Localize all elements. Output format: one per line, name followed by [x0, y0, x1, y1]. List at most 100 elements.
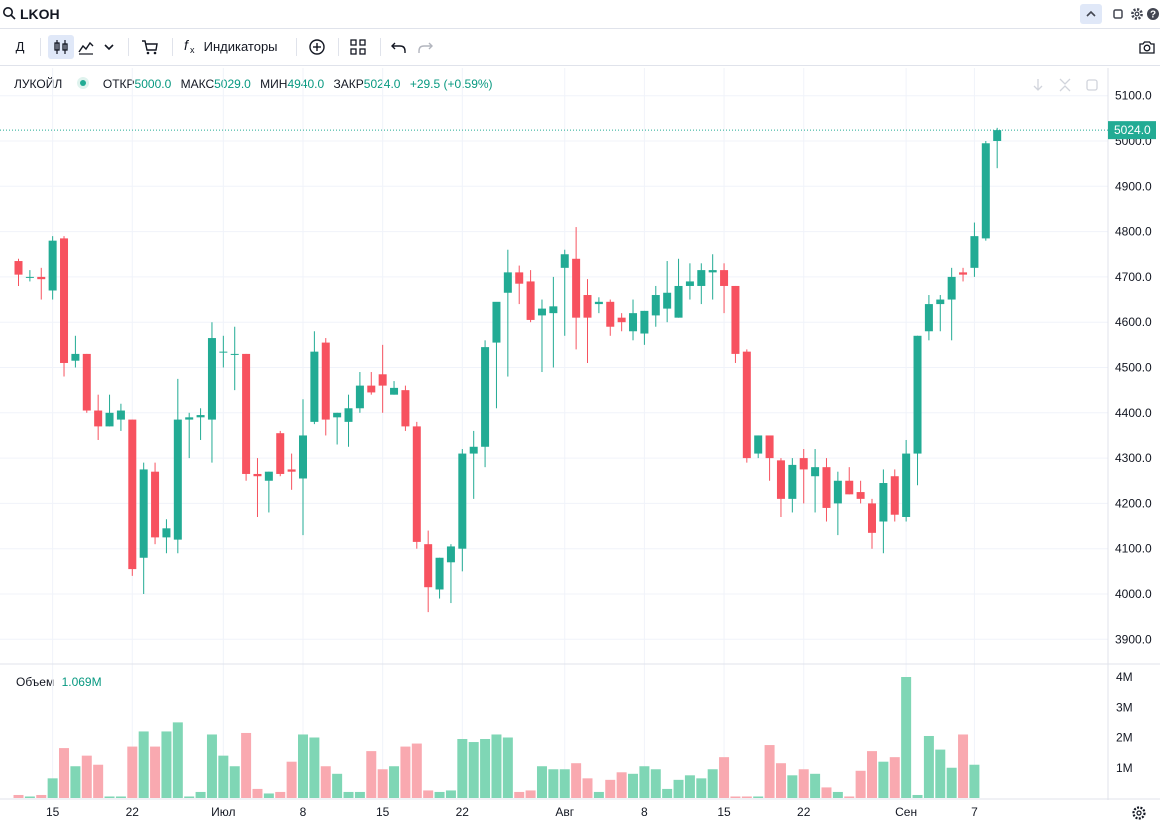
candle-body [446, 546, 455, 563]
symbol-search-bar[interactable]: LKOH ? [0, 0, 1160, 29]
time-tick-label: 8 [641, 805, 648, 819]
volume-bar [423, 790, 434, 798]
undo-button[interactable] [388, 35, 410, 59]
symbol-input[interactable]: LKOH [20, 6, 60, 22]
candle-body [833, 480, 842, 504]
candle-body [253, 473, 262, 477]
price-tick-label: 3900.0 [1115, 632, 1152, 646]
volume-bar [536, 766, 547, 798]
help-button[interactable]: ? [1142, 4, 1160, 24]
candle-body [151, 471, 160, 538]
settings-button[interactable] [1126, 4, 1148, 24]
candle-body [959, 272, 968, 275]
volume-bar [13, 794, 24, 798]
candle-body [367, 385, 376, 393]
candle-body [333, 412, 342, 418]
candle-series [14, 127, 1002, 613]
candle-body [993, 130, 1002, 141]
volume-bar [172, 722, 183, 798]
volume-bar [969, 764, 980, 798]
candle-body [435, 557, 444, 590]
volume-bar [719, 757, 730, 798]
volume-bar [605, 779, 616, 798]
volume-bar [150, 746, 161, 798]
volume-tick-label: 1M [1116, 761, 1133, 775]
volume-bar [775, 763, 786, 798]
candles-style-button[interactable] [48, 35, 74, 59]
candle-body [788, 464, 797, 499]
candle-body [378, 374, 387, 386]
grid-icon [350, 39, 366, 55]
trade-button[interactable] [138, 35, 162, 59]
maximize-pane-icon[interactable] [1086, 79, 1098, 91]
candle-body [173, 419, 182, 540]
price-tick-label: 4000.0 [1115, 587, 1152, 601]
candle-body [48, 240, 57, 291]
market-status-icon [76, 77, 89, 89]
layouts-button[interactable] [346, 35, 370, 59]
collapse-button[interactable] [1080, 4, 1102, 24]
ohlc-legend: ЛУКОЙЛ ОТКР5000.0 МАКС5029.0 МИН4940.0 З… [14, 76, 493, 91]
compare-button[interactable] [306, 35, 328, 59]
last-price-label: 5024.0 [1114, 123, 1151, 137]
candle-body [936, 299, 945, 305]
price-tick-label: 5100.0 [1115, 89, 1152, 103]
candle-body [856, 492, 865, 499]
move-down-icon[interactable] [1033, 79, 1043, 91]
screenshot-button[interactable] [1136, 35, 1158, 59]
price-tick-label: 4600.0 [1115, 315, 1152, 329]
volume-bar [912, 794, 923, 798]
candle-body [219, 351, 228, 353]
volume-bar [70, 766, 81, 798]
candle-body [526, 281, 535, 320]
volume-bar [593, 791, 604, 798]
maximize-button[interactable] [1107, 4, 1129, 24]
axis-settings-icon[interactable] [1132, 806, 1146, 820]
volume-bar [445, 790, 456, 798]
divider [380, 38, 381, 56]
candles-icon [54, 40, 68, 54]
volume-bar [684, 775, 695, 798]
redo-button[interactable] [414, 35, 436, 59]
price-tick-label: 4900.0 [1115, 179, 1152, 193]
candle-body [94, 410, 103, 427]
last-price-tag [1108, 121, 1156, 140]
volume-bar [332, 773, 343, 798]
volume-bar [263, 793, 274, 798]
volume-bar [571, 763, 582, 798]
volume-bar [958, 734, 969, 798]
volume-bar [138, 731, 149, 798]
collapse-pane-icon[interactable] [1059, 78, 1071, 92]
time-tick-label: Сен [895, 805, 917, 819]
candle-body [776, 460, 785, 499]
volume-tick-label: 4M [1116, 670, 1133, 684]
interval-button[interactable]: Д [15, 39, 25, 54]
candle-body [685, 281, 694, 286]
volume-bar [434, 791, 445, 798]
area-style-button[interactable] [76, 35, 96, 59]
volume-bar [24, 796, 35, 798]
candle-body [549, 306, 558, 314]
volume-bar [878, 761, 889, 798]
candle-body [242, 353, 251, 474]
candle-body [572, 258, 581, 318]
candle-body [458, 453, 467, 549]
volume-bar [889, 757, 900, 798]
volume-bar [548, 769, 559, 798]
volume-bar [343, 791, 354, 798]
chart-type-dropdown[interactable] [100, 35, 118, 59]
svg-text:?: ? [1150, 10, 1156, 21]
volume-bar [639, 766, 650, 798]
volume-bar [582, 778, 593, 798]
candle-body [139, 469, 148, 558]
volume-bar [741, 796, 752, 798]
square-icon [1113, 9, 1123, 19]
volume-bar [298, 734, 308, 798]
volume-bar [241, 732, 252, 798]
area-chart-icon [78, 41, 94, 55]
volume-bar [730, 796, 741, 798]
